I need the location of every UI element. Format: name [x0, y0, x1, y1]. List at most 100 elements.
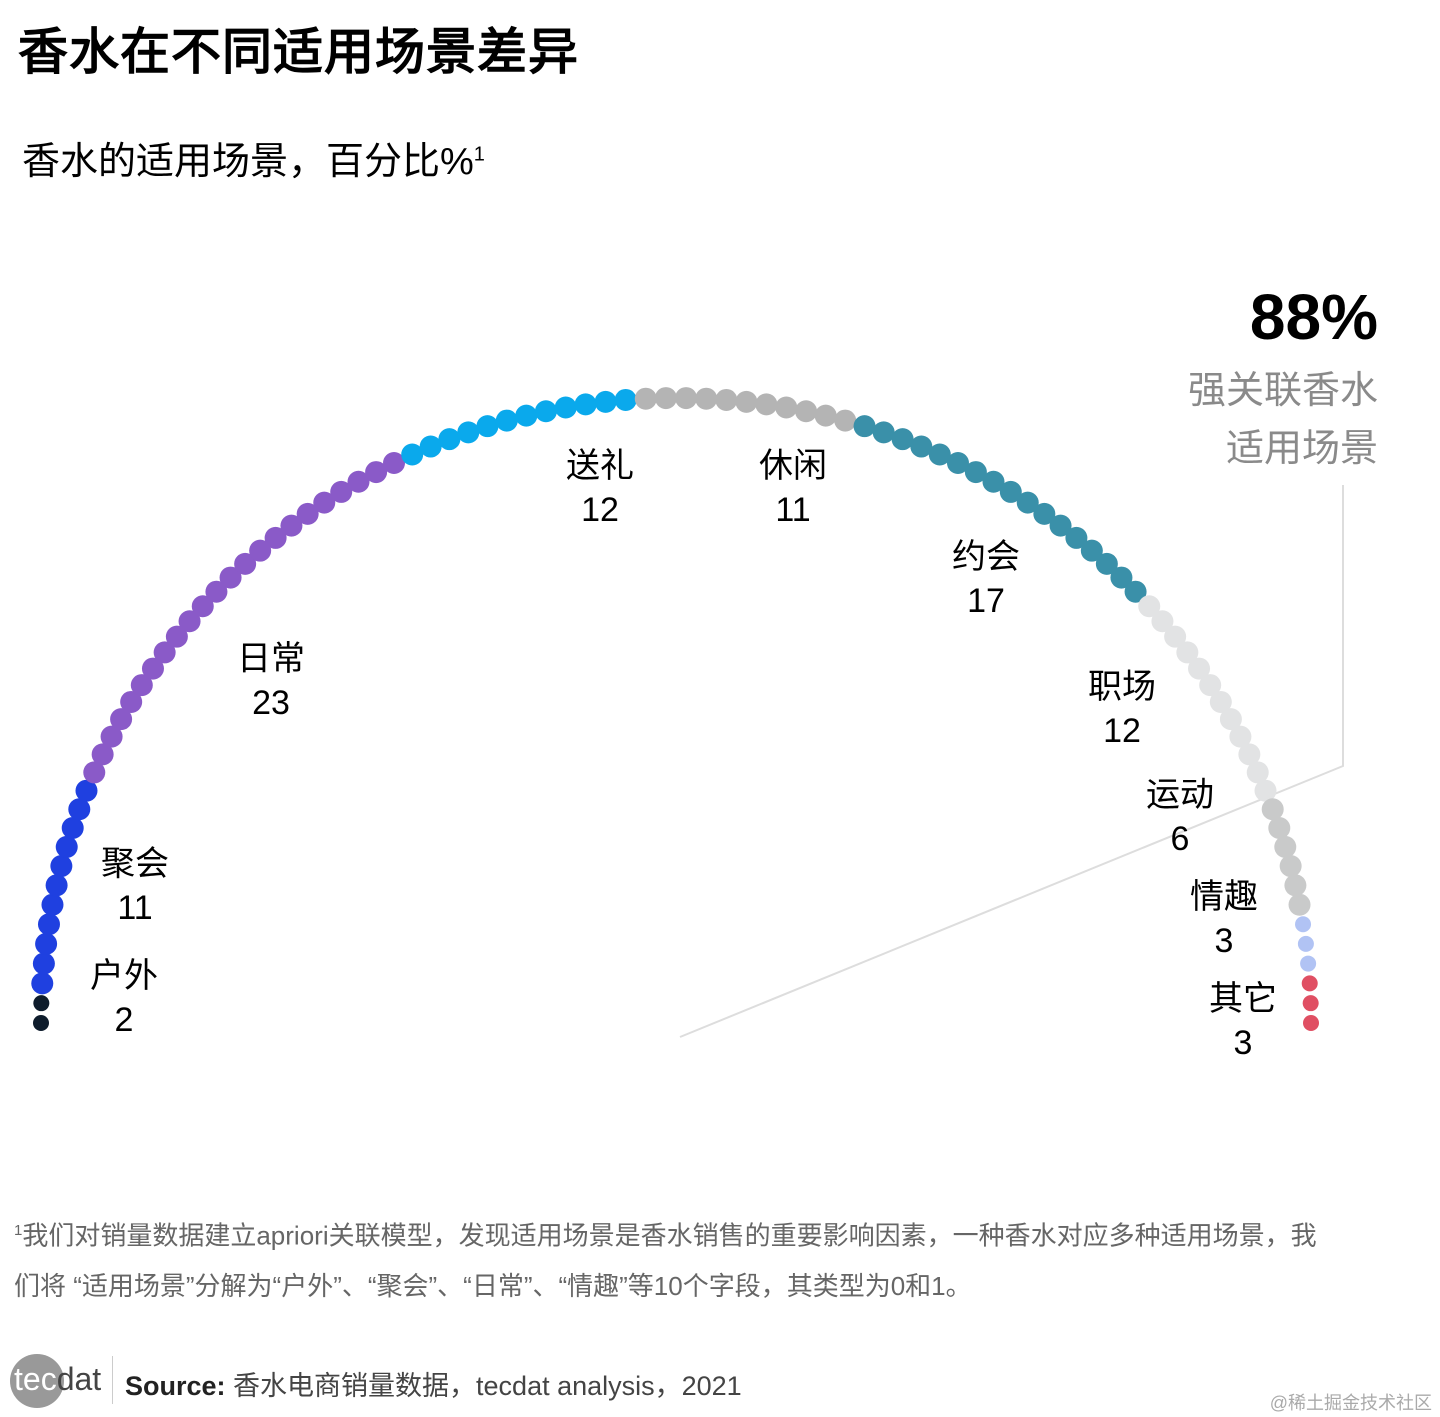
dot-日常 — [219, 566, 242, 589]
dot-运动 — [1279, 855, 1302, 878]
dot-运动 — [1274, 835, 1297, 858]
dot-约会 — [1016, 491, 1039, 514]
dot-聚会 — [41, 893, 64, 916]
label-约会: 约会 17 — [952, 538, 1020, 620]
dot-约会 — [982, 470, 1005, 493]
dot-聚会 — [75, 779, 98, 802]
watermark: @稀土掘金技术社区 — [1269, 1393, 1432, 1413]
label-送礼: 送礼 12 — [566, 447, 634, 529]
dot-职场 — [1164, 625, 1187, 648]
label-其它: 其它 3 — [1209, 980, 1277, 1062]
dot-送礼 — [476, 415, 499, 438]
dot-聚会 — [50, 855, 73, 878]
dot-日常 — [347, 470, 370, 493]
dot-日常 — [313, 491, 336, 514]
dot-约会 — [910, 435, 933, 458]
label-情趣: 情趣 3 — [1190, 878, 1258, 960]
dot-约会 — [891, 428, 914, 451]
dot-职场 — [1219, 708, 1242, 731]
dot-休闲 — [735, 390, 758, 413]
dot-户外 — [33, 1015, 49, 1031]
dot-职场 — [1188, 657, 1211, 680]
dot-职场 — [1138, 595, 1161, 618]
dot-约会 — [872, 421, 895, 444]
dot-送礼 — [554, 396, 577, 419]
dot-日常 — [296, 502, 319, 525]
dot-日常 — [120, 690, 143, 713]
callout-label: 强关联香水 适用场景 — [1187, 370, 1378, 470]
dot-约会 — [853, 415, 876, 438]
dot-休闲 — [634, 387, 657, 410]
tecdat-logo — [10, 1354, 64, 1408]
divider — [112, 1356, 113, 1404]
dot-聚会 — [55, 835, 78, 858]
dot-约会 — [1080, 539, 1103, 562]
dot-聚会 — [35, 932, 58, 955]
dot-日常 — [249, 539, 272, 562]
dot-约会 — [964, 461, 987, 484]
dot-休闲 — [675, 387, 698, 410]
dot-送礼 — [419, 435, 442, 458]
dot-情趣 — [1297, 935, 1314, 952]
dot-日常 — [130, 674, 153, 697]
dot-约会 — [1124, 580, 1147, 603]
footnote: 1我们对销量数据建立apriori关联模型，发现适用场景是香水销售的重要影响因素… — [14, 1220, 1317, 1301]
dot-职场 — [1176, 641, 1199, 664]
dot-休闲 — [834, 409, 857, 432]
dot-日常 — [91, 743, 114, 766]
dot-日常 — [205, 580, 228, 603]
dot-日常 — [83, 761, 106, 784]
dot-休闲 — [775, 396, 798, 419]
dot-聚会 — [32, 952, 55, 975]
dot-约会 — [1065, 526, 1088, 549]
dot-休闲 — [795, 400, 818, 423]
dot-日常 — [100, 725, 123, 748]
dot-日常 — [165, 625, 188, 648]
dot-日常 — [234, 552, 257, 575]
dot-送礼 — [438, 428, 461, 451]
dot-约会 — [999, 480, 1022, 503]
dot-约会 — [1049, 514, 1072, 537]
label-职场: 职场 12 — [1088, 668, 1156, 750]
label-运动: 运动 6 — [1146, 776, 1214, 858]
dot-日常 — [330, 480, 353, 503]
dot-约会 — [928, 443, 951, 466]
page-title: 香水在不同适用场景差异 — [18, 24, 579, 80]
dot-运动 — [1284, 874, 1307, 897]
dot-聚会 — [61, 816, 84, 839]
dot-日常 — [153, 641, 176, 664]
dot-送礼 — [594, 390, 617, 413]
dot-情趣 — [1300, 955, 1317, 972]
dot-聚会 — [68, 798, 91, 821]
label-休闲: 休闲 11 — [759, 447, 827, 529]
dot-职场 — [1199, 674, 1222, 697]
dot-职场 — [1246, 761, 1269, 784]
dot-休闲 — [715, 388, 738, 411]
dot-送礼 — [515, 404, 538, 427]
callout-value: 88% — [1249, 281, 1378, 353]
dot-送礼 — [614, 388, 637, 411]
dot-日常 — [110, 708, 133, 731]
dot-约会 — [1110, 566, 1133, 589]
dot-其它 — [1303, 1015, 1319, 1031]
dot-聚会 — [45, 874, 68, 897]
dot-运动 — [1268, 816, 1291, 839]
subtitle-text: 香水的适用场景，百分比% — [22, 141, 474, 183]
dot-日常 — [191, 595, 214, 618]
dot-户外 — [33, 995, 50, 1012]
dot-约会 — [1033, 502, 1056, 525]
dot-聚会 — [37, 913, 60, 936]
dot-日常 — [280, 514, 303, 537]
dot-职场 — [1254, 779, 1277, 802]
dot-日常 — [141, 657, 164, 680]
logo-text: tecdat — [14, 1361, 102, 1397]
dot-送礼 — [401, 443, 424, 466]
dot-日常 — [264, 526, 287, 549]
dot-送礼 — [457, 421, 480, 444]
dot-约会 — [1095, 552, 1118, 575]
source-line: Source: 香水电商销量数据，tecdat analysis，2021 — [125, 1371, 742, 1401]
dot-休闲 — [695, 387, 718, 410]
dot-送礼 — [574, 393, 597, 416]
dot-休闲 — [654, 387, 677, 410]
